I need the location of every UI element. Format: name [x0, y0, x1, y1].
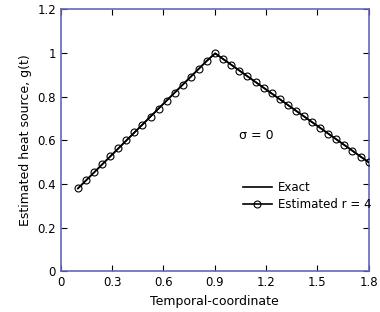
Y-axis label: Estimated heat source, g(t): Estimated heat source, g(t): [19, 55, 32, 226]
Text: σ = 0: σ = 0: [239, 129, 274, 142]
X-axis label: Temporal-coordinate: Temporal-coordinate: [150, 295, 279, 308]
Legend: Exact, Estimated r = 4: Exact, Estimated r = 4: [239, 178, 375, 214]
